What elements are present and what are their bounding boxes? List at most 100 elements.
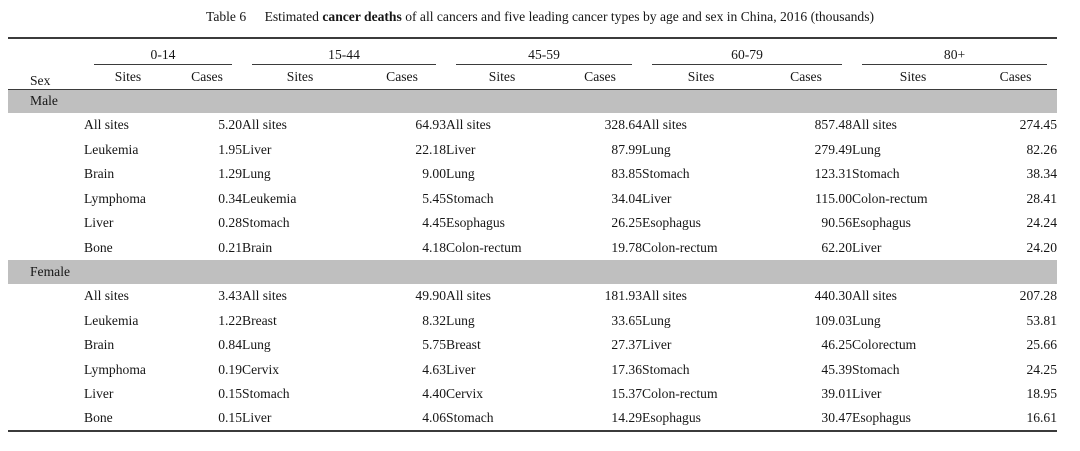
age-group-header-45-59: 45-59: [446, 38, 642, 65]
age-group-label: 80+: [862, 47, 1048, 65]
table-row: Lymphoma 0.19 Cervix 4.63 Liver 17.36 St…: [8, 358, 1057, 383]
sex-spacer-cell: [8, 113, 84, 138]
site-cell: Colon-rectum: [642, 386, 718, 402]
cases-cell: 39.01: [821, 386, 853, 402]
cases-cell: 9.00: [422, 166, 447, 182]
site-cell: Lymphoma: [84, 361, 146, 377]
title-text-before-bold: Estimated: [264, 9, 319, 24]
cases-cell: 25.66: [1026, 337, 1058, 353]
age-group-label: 45-59: [456, 47, 633, 65]
table-row: Brain 0.84 Lung 5.75 Breast 27.37 Liver …: [8, 333, 1057, 358]
cases-cell: 1.29: [218, 166, 243, 182]
table-row: Liver 0.28 Stomach 4.45 Esophagus 26.25 …: [8, 211, 1057, 236]
cases-cell: 24.25: [1026, 361, 1058, 377]
sex-spacer-cell: [8, 382, 84, 407]
site-cell: All sites: [642, 117, 687, 133]
cases-column-header: Cases: [358, 65, 447, 90]
table-row: Leukemia 1.22 Breast 8.32 Lung 33.65 Lun…: [8, 309, 1057, 334]
age-group-header-15-44: 15-44: [242, 38, 446, 65]
site-cell: Leukemia: [84, 312, 139, 328]
table-row: All sites 3.43 All sites 49.90 All sites…: [8, 284, 1057, 309]
age-group-label: 0-14: [94, 47, 233, 65]
cases-cell: 0.28: [218, 215, 243, 231]
table-row: Lymphoma 0.34 Leukemia 5.45 Stomach 34.0…: [8, 187, 1057, 212]
age-group-header-60-79: 60-79: [642, 38, 852, 65]
table-title: Table 6 Estimated cancer deaths of all c…: [0, 0, 1080, 28]
cases-cell: 49.90: [415, 288, 447, 304]
site-cell: All sites: [446, 117, 491, 133]
cases-cell: 440.30: [814, 288, 853, 304]
cases-cell: 1.95: [218, 141, 243, 157]
cases-cell: 1.22: [218, 312, 243, 328]
site-cell: Liver: [852, 239, 882, 255]
cases-cell: 0.15: [218, 410, 243, 426]
cases-cell: 18.95: [1026, 386, 1058, 402]
age-group-header-row: Sex 0-14 15-44 45-59 60-79 80+: [8, 38, 1057, 90]
cases-cell: 83.85: [611, 166, 643, 182]
site-cell: Esophagus: [852, 215, 911, 231]
cases-cell: 4.18: [422, 239, 447, 255]
cases-cell: 45.39: [821, 361, 853, 377]
cases-cell: 14.29: [611, 410, 643, 426]
site-cell: All sites: [446, 288, 491, 304]
sex-spacer-cell: [8, 333, 84, 358]
sex-spacer-cell: [8, 358, 84, 383]
sex-spacer-cell: [8, 211, 84, 236]
table-row: Bone 0.15 Liver 4.06 Stomach 14.29 Esoph…: [8, 407, 1057, 432]
cases-cell: 0.19: [218, 361, 243, 377]
cases-cell: 5.45: [422, 190, 447, 206]
site-cell: Liver: [446, 361, 476, 377]
cases-cell: 181.93: [604, 288, 643, 304]
site-cell: Stomach: [446, 410, 494, 426]
cases-cell: 4.40: [422, 386, 447, 402]
site-cell: Bone: [84, 410, 113, 426]
table-row: All sites 5.20 All sites 64.93 All sites…: [8, 113, 1057, 138]
site-cell: Lymphoma: [84, 190, 146, 206]
cases-cell: 857.48: [814, 117, 853, 133]
site-cell: Breast: [242, 312, 277, 328]
cases-cell: 24.24: [1026, 215, 1058, 231]
sex-spacer-cell: [8, 309, 84, 334]
cases-cell: 62.20: [821, 239, 853, 255]
cases-cell: 33.65: [611, 312, 643, 328]
cases-cell: 0.34: [218, 190, 243, 206]
sites-column-header: Sites: [84, 65, 172, 90]
site-cell: Lung: [852, 141, 881, 157]
site-cell: Colon-rectum: [446, 239, 522, 255]
site-cell: Liver: [642, 337, 672, 353]
cases-cell: 82.26: [1026, 141, 1058, 157]
table-row: Leukemia 1.95 Liver 22.18 Liver 87.99 Lu…: [8, 138, 1057, 163]
cases-cell: 26.25: [611, 215, 643, 231]
cases-cell: 109.03: [814, 312, 853, 328]
sex-spacer-cell: [8, 138, 84, 163]
cases-cell: 90.56: [821, 215, 853, 231]
site-cell: Lung: [642, 312, 671, 328]
site-cell: Liver: [446, 141, 476, 157]
cases-cell: 8.32: [422, 312, 447, 328]
section-label: Female: [8, 260, 1058, 284]
cases-cell: 0.84: [218, 337, 243, 353]
cases-cell: 5.20: [218, 117, 243, 133]
cases-cell: 17.36: [611, 361, 643, 377]
table-row: Brain 1.29 Lung 9.00 Lung 83.85 Stomach …: [8, 162, 1057, 187]
cases-cell: 4.63: [422, 361, 447, 377]
site-cell: All sites: [852, 288, 897, 304]
site-cell: Brain: [84, 337, 115, 353]
sex-spacer-cell: [8, 284, 84, 309]
site-cell: Lung: [446, 312, 475, 328]
site-cell: All sites: [84, 117, 129, 133]
sex-column-header: Sex: [8, 38, 84, 90]
section-label: Male: [8, 89, 1058, 113]
cases-cell: 22.18: [415, 141, 447, 157]
site-cell: All sites: [642, 288, 687, 304]
section-band-male: Male: [8, 89, 1058, 113]
site-cell: Stomach: [642, 166, 690, 182]
site-cell: Liver: [852, 386, 882, 402]
section-band-female: Female: [8, 260, 1058, 284]
site-cell: Stomach: [242, 215, 290, 231]
site-cell: Stomach: [852, 166, 900, 182]
cases-column-header: Cases: [974, 65, 1058, 90]
site-cell: Lung: [852, 312, 881, 328]
site-cell: Cervix: [446, 386, 484, 402]
